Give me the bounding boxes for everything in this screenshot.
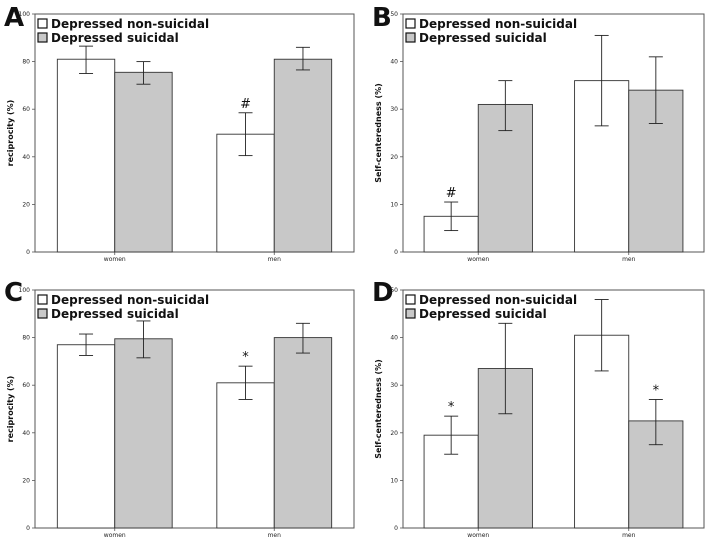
- legend-swatch: [37, 18, 48, 29]
- significance-marker: #: [446, 186, 457, 201]
- panel-a: A 0 20 40 60 80 100 reciprocity (%) women men # Dep…: [4, 3, 355, 263]
- significance-marker: *: [653, 383, 660, 398]
- significance-marker: #: [240, 97, 251, 112]
- bar: [56, 58, 116, 253]
- y-tick-label: 0: [394, 525, 398, 532]
- panel-letter: B: [372, 3, 392, 33]
- legend-swatch: [405, 294, 416, 305]
- legend-label: Depressed non-suicidal: [51, 17, 209, 31]
- bar: [574, 334, 630, 529]
- legend-swatch: [405, 308, 416, 319]
- y-tick-label: 60: [22, 106, 30, 113]
- bar: [216, 382, 275, 529]
- bar: [114, 338, 173, 529]
- y-axis-label: reciprocity (%): [6, 100, 15, 167]
- y-tick-label: 100: [19, 287, 31, 294]
- significance-marker: *: [242, 350, 249, 365]
- panel-letter: C: [4, 278, 23, 308]
- y-tick-label: 50: [390, 287, 398, 294]
- legend-swatch: [405, 18, 416, 29]
- y-axis-label: Self-centeredness (%): [374, 359, 383, 459]
- panel-d: D 0 10 20 30 40 50 Self-centeredness (%) women * m…: [372, 278, 705, 538]
- x-tick-label: women: [104, 256, 126, 263]
- y-tick-label: 40: [22, 430, 30, 437]
- x-tick-label: men: [622, 256, 636, 263]
- legend-label: Depressed non-suicidal: [419, 17, 577, 31]
- y-axis-label: reciprocity (%): [6, 376, 15, 443]
- y-tick-label: 60: [22, 382, 30, 389]
- y-tick-label: 0: [26, 525, 30, 532]
- x-tick-label: women: [104, 532, 126, 538]
- bar: [273, 337, 333, 529]
- legend-swatch: [37, 294, 48, 305]
- x-tick-label: men: [268, 256, 282, 263]
- x-tick-label: women: [467, 256, 489, 263]
- legend-label: Depressed non-suicidal: [51, 293, 209, 307]
- y-tick-label: 0: [394, 249, 398, 256]
- panel-c: C 0 20 40 60 80 100 reciprocity (%) women men * Dep…: [4, 278, 355, 538]
- legend-label: Depressed suicidal: [51, 307, 179, 321]
- y-axis-label: Self-centeredness (%): [374, 83, 383, 183]
- y-tick-label: 20: [22, 201, 30, 208]
- y-tick-label: 80: [22, 59, 30, 66]
- y-tick-label: 20: [390, 430, 398, 437]
- y-tick-label: 40: [390, 335, 398, 342]
- y-tick-label: 80: [22, 335, 30, 342]
- y-tick-label: 40: [390, 59, 398, 66]
- x-tick-label: men: [622, 532, 636, 538]
- legend-swatch: [37, 32, 48, 43]
- bar: [114, 71, 173, 253]
- y-tick-label: 10: [390, 201, 398, 208]
- y-tick-label: 40: [22, 154, 30, 161]
- significance-marker: *: [448, 400, 455, 415]
- bar: [56, 344, 116, 529]
- y-tick-label: 30: [390, 106, 398, 113]
- bar: [273, 58, 333, 253]
- panel-b: B 0 10 20 30 40 50 Self-centeredness (%) women # m…: [372, 3, 705, 263]
- y-tick-label: 30: [390, 382, 398, 389]
- y-tick-label: 100: [19, 11, 31, 18]
- panel-letter: A: [4, 3, 24, 33]
- legend-swatch: [37, 308, 48, 319]
- y-tick-label: 20: [22, 477, 30, 484]
- panel-letter: D: [372, 278, 394, 308]
- legend-label: Depressed non-suicidal: [419, 293, 577, 307]
- legend-label: Depressed suicidal: [51, 31, 179, 45]
- x-tick-label: women: [467, 532, 489, 538]
- y-tick-label: 50: [390, 11, 398, 18]
- x-tick-label: men: [268, 532, 282, 538]
- y-tick-label: 0: [26, 249, 30, 256]
- legend-swatch: [405, 32, 416, 43]
- legend-label: Depressed suicidal: [419, 307, 547, 321]
- y-tick-label: 20: [390, 154, 398, 161]
- y-tick-label: 10: [390, 477, 398, 484]
- legend-label: Depressed suicidal: [419, 31, 547, 45]
